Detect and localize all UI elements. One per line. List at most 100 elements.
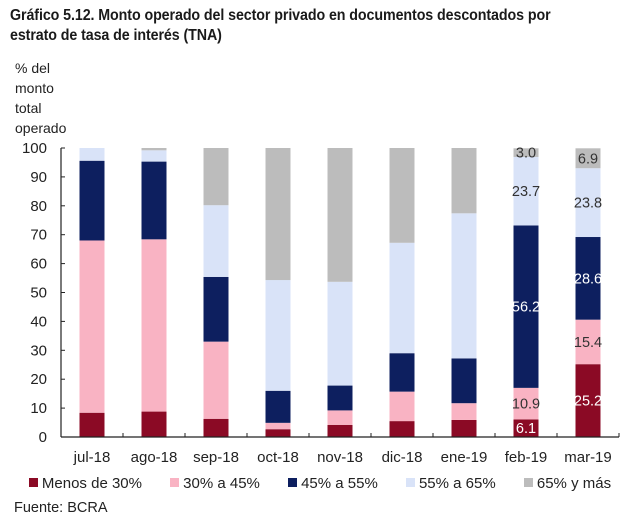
x-tick-label: dic-18 — [382, 449, 423, 466]
bar-segment-ago-18-s4 — [141, 148, 167, 151]
legend-item-65-mas: 65% y más — [523, 475, 612, 492]
legend-item-45-55: 45% a 55% — [288, 475, 378, 492]
legend-swatch — [170, 478, 180, 487]
bar-segment-mar-19-s2 — [575, 237, 601, 320]
x-tick-label: ene-19 — [441, 449, 488, 466]
legend-item-menos-30: Menos de 30% — [28, 475, 142, 492]
data-label-mar-19-s4: 6.9 — [578, 151, 598, 167]
y-axis-label: % del monto total operado — [15, 58, 95, 138]
y-tick-label: 80 — [30, 198, 47, 215]
bar-segment-sep-18-s2 — [203, 276, 229, 342]
y-axis-label-line: operado — [15, 120, 67, 136]
x-tick-label: sep-18 — [193, 449, 239, 466]
axes-group: jul-18 ago-18 sep-18 oct-18 nov-18 dic-18 ene-… — [22, 140, 620, 466]
data-label-mar-19-s2: 28.6 — [574, 271, 602, 287]
chart-title: Gráfico 5.12. Monto operado del sector p… — [10, 7, 551, 44]
bar-segment-ago-18-s2 — [141, 161, 167, 240]
bar-segment-ago-18-s1 — [141, 239, 167, 412]
data-label-feb-19-s1: 10.9 — [512, 397, 540, 413]
bar-segment-oct-18-s3 — [265, 280, 291, 391]
bar-segment-feb-19-s4 — [513, 148, 539, 157]
bar-segment-dic-18-s0 — [389, 421, 415, 437]
legend-swatch — [405, 478, 415, 487]
data-label-feb-19-s0: 6.1 — [516, 421, 536, 437]
bar-segment-jul-18-s2 — [79, 160, 105, 241]
y-tick-label: 100 — [22, 140, 47, 157]
y-tick-label: 20 — [30, 371, 47, 388]
bars-group — [79, 148, 601, 437]
legend-swatch — [523, 478, 533, 487]
legend-swatch — [28, 478, 38, 487]
legend-item-55-65: 55% a 65% — [405, 475, 496, 492]
bar-segment-nov-18-s0 — [327, 424, 353, 437]
data-label-feb-19-s4: 3.0 — [516, 146, 536, 162]
bar-segment-oct-18-s1 — [265, 422, 291, 430]
x-tick-label: jul-18 — [73, 449, 111, 466]
bar-segment-oct-18-s2 — [265, 390, 291, 423]
bar-segment-mar-19-s4 — [575, 148, 601, 169]
legend-label: Menos de 30% — [41, 475, 142, 492]
bar-segment-nov-18-s3 — [327, 281, 353, 386]
bar-segment-feb-19-s2 — [513, 225, 539, 388]
data-label-mar-19-s3: 23.8 — [574, 196, 602, 212]
y-axis-label-line: % del — [15, 60, 51, 76]
bar-segment-feb-19-s0 — [513, 419, 539, 437]
x-tick-label: nov-18 — [317, 449, 363, 466]
data-label-feb-19-s3: 23.7 — [512, 184, 540, 200]
bar-segment-dic-18-s2 — [389, 353, 415, 392]
x-tick-label: feb-19 — [505, 449, 548, 466]
x-tick-label: mar-19 — [564, 449, 612, 466]
bar-segment-dic-18-s3 — [389, 242, 415, 354]
legend-item-30-45: 30% a 45% — [170, 475, 260, 492]
bar-segment-jul-18-s3 — [79, 148, 105, 161]
data-label-mar-19-s1: 15.4 — [574, 335, 602, 351]
bar-segment-oct-18-s4 — [265, 148, 291, 281]
bar-segment-ago-18-s0 — [141, 411, 167, 437]
bar-segment-dic-18-s4 — [389, 148, 415, 243]
y-tick-label: 90 — [30, 169, 47, 186]
x-tick-label: oct-18 — [257, 449, 299, 466]
bar-segment-ene-19-s1 — [451, 403, 477, 420]
bar-segment-nov-18-s2 — [327, 385, 353, 411]
bar-segment-sep-18-s4 — [203, 148, 229, 206]
legend-label: 65% y más — [536, 475, 612, 492]
bar-segment-nov-18-s4 — [327, 148, 353, 282]
bar-segment-sep-18-s0 — [203, 418, 229, 437]
data-label-mar-19-s0: 25.2 — [574, 394, 602, 410]
bar-segment-ene-19-s2 — [451, 358, 477, 404]
legend-label: 45% a 55% — [301, 475, 378, 492]
bar-segment-jul-18-s1 — [79, 240, 105, 413]
bar-segment-ene-19-s4 — [451, 148, 477, 214]
bar-segment-feb-19-s3 — [513, 156, 539, 226]
source-note: Fuente: BCRA — [14, 500, 108, 516]
bar-segment-ago-18-s3 — [141, 150, 167, 162]
bar-segment-mar-19-s1 — [575, 319, 601, 365]
y-tick-label: 30 — [30, 342, 47, 359]
y-tick-label: 10 — [30, 400, 47, 417]
data-label-feb-19-s2: 56.2 — [512, 300, 540, 316]
legend-label: 30% a 45% — [183, 475, 260, 492]
y-tick-label: 60 — [30, 256, 47, 273]
bar-segment-dic-18-s1 — [389, 391, 415, 422]
bar-segment-feb-19-s1 — [513, 387, 539, 420]
y-tick-label: 0 — [39, 429, 47, 446]
bar-segment-mar-19-s0 — [575, 364, 601, 437]
bar-segment-nov-18-s1 — [327, 410, 353, 425]
y-tick-label: 50 — [30, 285, 47, 302]
y-axis-label-line: total — [15, 100, 42, 116]
legend-swatch — [288, 478, 298, 487]
bar-segment-mar-19-s3 — [575, 168, 601, 238]
x-tick-label: ago-18 — [131, 449, 178, 466]
bar-segment-jul-18-s0 — [79, 412, 105, 437]
bar-segment-sep-18-s1 — [203, 341, 229, 419]
y-axis-label-line: monto — [15, 80, 54, 96]
bar-segment-oct-18-s0 — [265, 429, 291, 437]
data-labels-group: 6.1 10.9 56.2 23.7 3.0 25.2 15.4 28.6 23.8 6.9 — [512, 146, 602, 438]
bar-segment-ene-19-s0 — [451, 419, 477, 437]
legend-label: 55% a 65% — [418, 475, 496, 492]
y-tick-label: 40 — [30, 313, 47, 330]
bar-segment-sep-18-s3 — [203, 205, 229, 277]
bar-segment-ene-19-s3 — [451, 213, 477, 359]
y-tick-label: 70 — [30, 227, 47, 244]
legend: Menos de 30% 30% a 45% 45% a 55% 55% a 6… — [0, 475, 640, 492]
